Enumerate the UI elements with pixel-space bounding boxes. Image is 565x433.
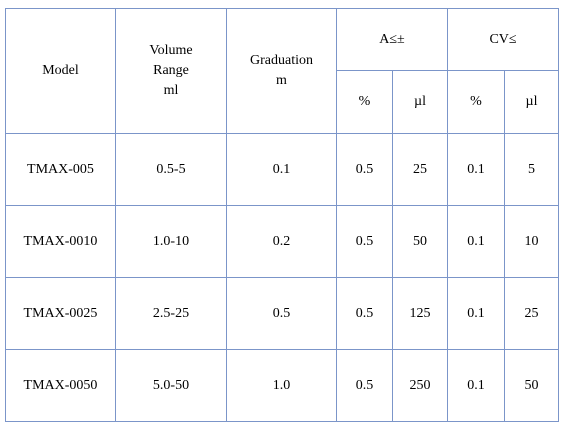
cell-accuracy-pct: 0.5 (336, 349, 393, 422)
table-row: TMAX-0025 2.5-25 0.5 0.5 125 0.1 25 (5, 277, 560, 350)
header-accuracy-pct: % (336, 70, 393, 134)
cell-cv-pct: 0.1 (447, 133, 506, 206)
cell-model: TMAX-0050 (5, 349, 116, 422)
cell-graduation: 0.1 (226, 133, 337, 206)
cell-accuracy-ul: 250 (391, 349, 449, 422)
header-cv: CV≤ (447, 8, 560, 71)
cell-cv-pct: 0.1 (447, 205, 506, 278)
cell-cv-ul: 10 (504, 205, 560, 278)
cell-accuracy-ul: 25 (391, 133, 449, 206)
cell-model: TMAX-005 (5, 133, 116, 206)
cell-cv-pct: 0.1 (447, 349, 506, 422)
cell-accuracy-pct: 0.5 (336, 133, 393, 206)
cell-cv-ul: 50 (504, 349, 560, 422)
cell-cv-pct: 0.1 (447, 277, 506, 350)
cell-accuracy-pct: 0.5 (336, 277, 393, 350)
header-model: Model (5, 8, 116, 134)
cell-volume-range: 5.0-50 (115, 349, 227, 422)
cell-graduation: 0.2 (226, 205, 337, 278)
header-cv-pct: % (447, 70, 506, 134)
cell-accuracy-ul: 50 (391, 205, 449, 278)
cell-graduation: 1.0 (226, 349, 337, 422)
cell-volume-range: 0.5-5 (115, 133, 227, 206)
cell-volume-range: 1.0-10 (115, 205, 227, 278)
header-graduation: Graduation m (226, 8, 337, 134)
cell-accuracy-pct: 0.5 (336, 205, 393, 278)
header-accuracy: A≤± (335, 8, 449, 71)
cell-accuracy-ul: 125 (391, 277, 449, 350)
header-cv-ul: µl (504, 70, 560, 134)
cell-model: TMAX-0025 (5, 277, 116, 350)
cell-graduation: 0.5 (226, 277, 337, 350)
cell-volume-range: 2.5-25 (115, 277, 227, 350)
spec-table: Model Volume Range ml Graduation m A≤± C… (5, 8, 560, 422)
table-row: TMAX-0050 5.0-50 1.0 0.5 250 0.1 50 (5, 349, 560, 422)
header-row-1: Model Volume Range ml Graduation m A≤± C… (5, 8, 560, 134)
cell-cv-ul: 25 (504, 277, 560, 350)
table-row: TMAX-005 0.5-5 0.1 0.5 25 0.1 5 (5, 133, 560, 206)
header-row-2: % µl % µl (6, 70, 560, 134)
cell-cv-ul: 5 (504, 133, 560, 206)
table-row: TMAX-0010 1.0-10 0.2 0.5 50 0.1 10 (5, 205, 560, 278)
cell-model: TMAX-0010 (5, 205, 116, 278)
header-accuracy-ul: µl (391, 70, 449, 134)
header-volume-range: Volume Range ml (115, 8, 227, 134)
